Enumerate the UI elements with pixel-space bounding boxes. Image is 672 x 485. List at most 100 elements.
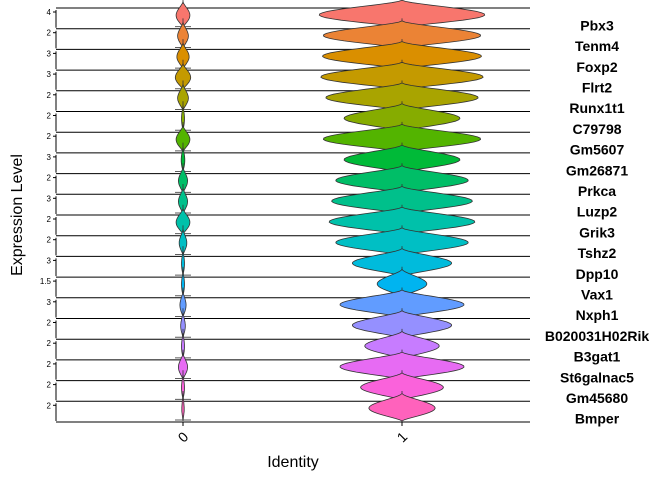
- violin-gm45680-1: [360, 370, 444, 401]
- y-tick-label: 2: [47, 112, 52, 121]
- y-tick-label: 2: [47, 29, 52, 38]
- panel-flrt2: 3: [47, 59, 530, 92]
- gene-label-st6galnac5: St6galnac5: [560, 369, 634, 385]
- panel-bmper: 2: [47, 391, 530, 423]
- y-tick-label: 3: [47, 256, 52, 265]
- violin-c79798-0: [181, 101, 185, 132]
- violin-st6galnac5-1: [339, 349, 465, 381]
- gene-labels: Pbx3 Tenm4 Foxp2 Flrt2 Runx1t1 C79798 Gm5607 Gm…: [545, 17, 650, 426]
- violin-prkca-0: [177, 163, 189, 195]
- y-tick-label: 2: [47, 360, 52, 369]
- violin-luzp2-0: [177, 184, 189, 216]
- gene-label-vax1: Vax1: [581, 286, 613, 302]
- gene-label-gm5607: Gm5607: [570, 142, 625, 158]
- gene-label-nxph1: Nxph1: [576, 307, 619, 323]
- panel-gm26871: 3: [47, 142, 530, 175]
- panel-nxph1: 3: [47, 287, 530, 319]
- gene-label-dpp10: Dpp10: [576, 266, 619, 282]
- violin-b3gat1-0: [181, 328, 185, 359]
- violin-luzp2-1: [331, 184, 473, 215]
- violin-dpp10-0: [181, 246, 185, 277]
- x-axis-title: Identity: [267, 454, 319, 471]
- y-tick-label: 2: [47, 174, 52, 183]
- x-tick-label-0: 0: [175, 428, 192, 445]
- panel-prkca: 2: [47, 163, 530, 195]
- violin-gm26871-1: [343, 142, 461, 174]
- panel-foxp2: 3: [47, 39, 530, 71]
- violin-grik3-0: [175, 204, 191, 236]
- panel-b020031h02rik: 2: [47, 308, 530, 340]
- panel-runx1t1: 2: [47, 80, 530, 112]
- violin-nxph1-0: [179, 287, 187, 318]
- violin-gm5607-1: [322, 121, 482, 153]
- violin-nxph1-1: [339, 287, 465, 318]
- panel-tenm4: 2: [47, 18, 530, 50]
- violin-b020031h02rik-0: [180, 308, 186, 339]
- y-tick-label: 2: [47, 339, 52, 348]
- violin-tshz2-0: [178, 225, 188, 256]
- y-tick-label: 2: [47, 381, 52, 390]
- gene-label-b3gat1: B3gat1: [574, 349, 621, 365]
- violin-foxp2-0: [176, 39, 190, 71]
- violin-prkca-1: [335, 163, 469, 194]
- y-tick-label: 2: [47, 319, 52, 328]
- violin-b020031h02rik-1: [351, 308, 453, 339]
- gene-label-runx1t1: Runx1t1: [569, 100, 624, 116]
- violin-vax1-0: [181, 266, 185, 297]
- y-tick-label: 3: [47, 70, 52, 79]
- gene-label-foxp2: Foxp2: [576, 59, 617, 75]
- violin-grik3-1: [328, 204, 476, 236]
- violin-vax1-1: [376, 266, 428, 298]
- violin-runx1t1-0: [177, 80, 189, 112]
- violin-dpp10-1: [351, 246, 453, 277]
- violin-b3gat1-1: [364, 328, 440, 360]
- y-tick-label: 3: [47, 194, 52, 203]
- violin-gm5607-0: [175, 121, 191, 153]
- panel-luzp2: 3: [47, 184, 530, 216]
- panel-c79798: 2: [47, 101, 530, 133]
- panel-gm45680: 2: [47, 370, 530, 402]
- violin-panels: 4 2 3 3 2 2 2 3 2 3 2 2 3 1.5 3 2 2 2 2 2: [40, 0, 530, 423]
- y-tick-label: 3: [47, 153, 52, 162]
- gene-label-gm45680: Gm45680: [566, 390, 628, 406]
- y-tick-label: 1.5: [40, 277, 52, 286]
- gene-label-bmper: Bmper: [575, 411, 620, 427]
- violin-foxp2-1: [322, 39, 482, 70]
- panel-b3gat1: 2: [47, 328, 530, 361]
- gene-label-grik3: Grik3: [579, 224, 615, 240]
- y-tick-label: 2: [47, 132, 52, 141]
- y-tick-label: 2: [47, 91, 52, 100]
- panel-st6galnac5: 2: [47, 349, 530, 382]
- violin-bmper-1: [368, 391, 436, 422]
- violin-tshz2-1: [335, 225, 469, 256]
- panel-vax1: 1.5: [40, 266, 530, 299]
- gene-label-tshz2: Tshz2: [578, 245, 617, 261]
- violin-pbx3-0: [175, 0, 191, 29]
- violin-bmper-0: [181, 391, 185, 422]
- violin-flrt2-0: [174, 59, 192, 91]
- y-tick-label: 2: [47, 401, 52, 410]
- gene-label-b020031h02rik: B020031H02Rik: [545, 328, 650, 344]
- violin-gm26871-0: [180, 142, 186, 173]
- y-tick-label: 3: [47, 298, 52, 307]
- y-tick-label: 4: [47, 8, 52, 17]
- panel-dpp10: 3: [47, 246, 530, 278]
- gene-label-flrt2: Flrt2: [582, 79, 613, 95]
- violin-flrt2-1: [320, 59, 484, 91]
- gene-label-gm26871: Gm26871: [566, 162, 628, 178]
- violin-st6galnac5-0: [177, 349, 189, 381]
- x-tick-label-1: 1: [394, 428, 411, 445]
- panel-gm5607: 2: [47, 121, 530, 154]
- violin-tenm4-1: [322, 18, 482, 49]
- gene-label-c79798: C79798: [572, 121, 621, 137]
- violin-tenm4-0: [177, 18, 189, 50]
- y-tick-label: 2: [47, 215, 52, 224]
- panel-tshz2: 2: [47, 225, 530, 257]
- gene-label-pbx3: Pbx3: [580, 17, 614, 33]
- gene-label-tenm4: Tenm4: [575, 38, 619, 54]
- violin-pbx3-1: [318, 0, 486, 29]
- y-tick-label: 2: [47, 236, 52, 245]
